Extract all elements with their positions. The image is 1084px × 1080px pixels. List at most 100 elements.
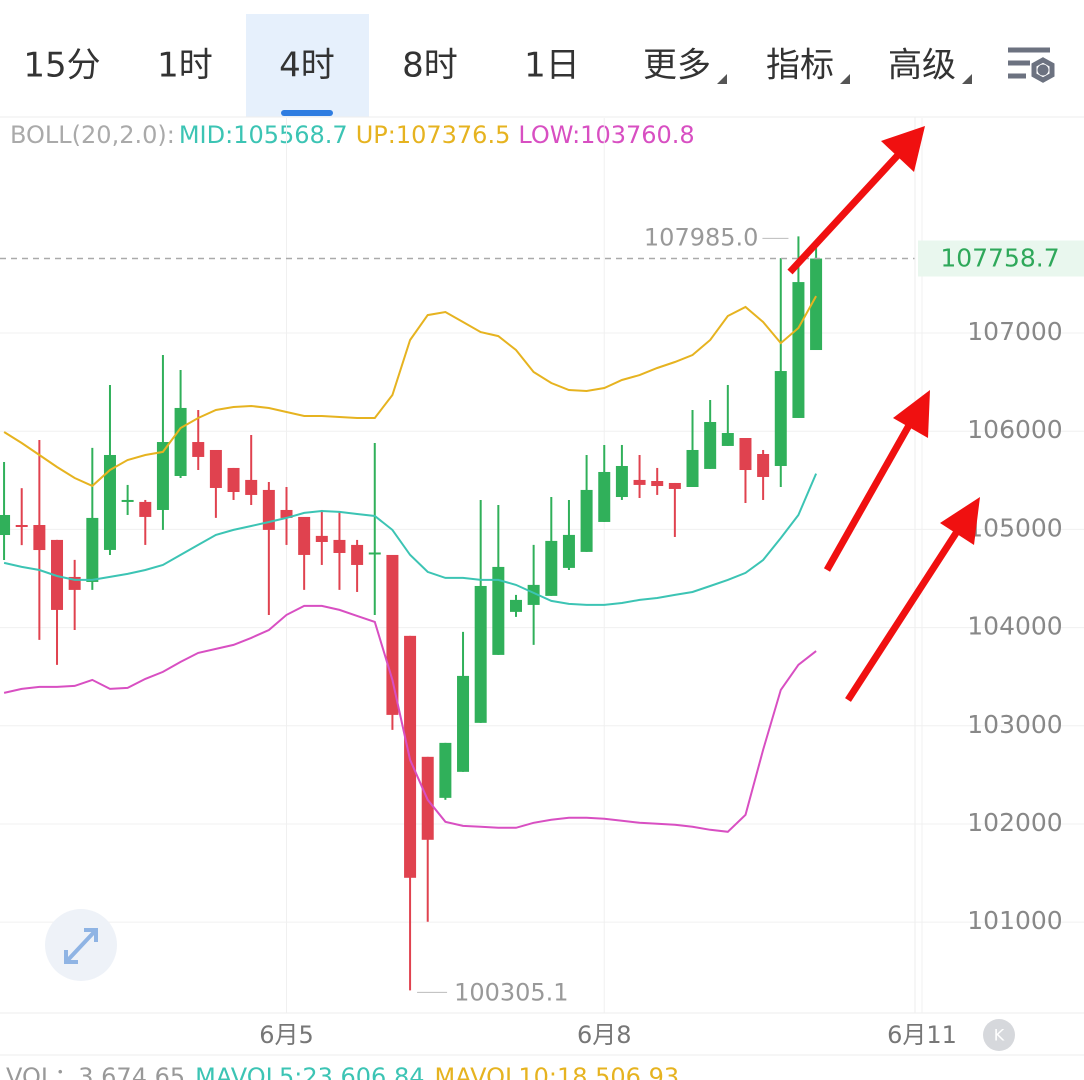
selected-tab-bg [246,14,369,117]
y-tick-label: 107000 [967,317,1062,346]
candle-body [245,479,258,495]
candle [298,516,311,590]
candle-body [439,742,452,798]
legend-name: MID: [179,121,233,149]
candle [721,384,734,446]
candle-body [51,539,64,610]
candle-body [156,442,169,510]
candle-body [33,524,46,551]
legend-value: 105568.7 [233,121,348,149]
plot: 101000 102000 103000 104000 105000 106000 1070… [0,118,1084,1049]
k-button[interactable]: K [983,1019,1015,1051]
candle [33,439,46,640]
candle-body [15,524,28,527]
candle-body [386,554,399,715]
candle-body [192,442,205,457]
candle-body [615,465,628,498]
x-tick-label: 6月5 [259,1021,314,1049]
candle [527,544,540,645]
candle-body [0,514,11,536]
candle-body [757,454,770,477]
candle-body [545,540,558,596]
candle [51,539,64,665]
candle [315,509,328,565]
expand-button[interactable] [45,909,117,981]
candle-body [227,467,240,493]
high-label: 107985.0 [644,223,759,251]
settings-icon[interactable] [1008,47,1055,83]
candle [333,511,346,590]
candle-body [280,509,293,518]
candle-body [333,539,346,553]
boll-line [3,604,817,833]
tab[interactable]: 高级 [888,46,956,86]
candle [227,467,240,500]
candle-body [651,481,664,487]
last-price-label: 107758.7 [940,244,1059,273]
volume-legend: VOL：3,674.65 MAVOL5:23,606.84 MAVOL10:18,5… [6,1063,679,1080]
tab[interactable]: 指标 [766,46,834,86]
volume-item: VOL：3,674.65 [6,1063,185,1080]
candle-body [509,599,522,612]
svg-text:K: K [994,1026,1005,1045]
tab-bar: 15分 1时 4时 8时 1日 更多 指标 高级 [23,46,972,86]
x-tick-label: 6月8 [577,1021,632,1049]
candle-body [810,258,823,351]
candle [457,631,470,772]
candle [386,554,399,730]
candle-body [721,432,734,446]
candle [757,449,770,500]
tab[interactable]: 15分 [23,46,100,86]
candle [633,454,646,498]
legend-name: LOW: [518,121,580,149]
candle [68,559,81,630]
tab[interactable]: 8时 [402,46,458,86]
y-tick-label: 106000 [967,415,1062,444]
candle-body [633,479,646,485]
legend-name: UP: [356,121,396,149]
candle [262,481,275,615]
x-tick-label: 6月11 [887,1021,957,1049]
candle [86,447,99,590]
tab[interactable]: 1时 [157,46,213,86]
last-price-tag [918,240,1084,277]
candle [15,488,28,546]
candle-body [739,438,752,471]
boll-line [3,473,818,606]
candle-body [457,675,470,772]
candle-body [668,482,681,489]
legend-value: 107376.5 [396,121,511,149]
tab[interactable]: 更多 [643,46,711,86]
candle [509,594,522,617]
volume-item: MAVOL5:23,606.84 [195,1063,424,1080]
candle-body [492,566,505,655]
candle-body [86,517,99,582]
candle [739,438,752,504]
selected-tab-underline [281,110,333,116]
candle [562,499,575,570]
candle [245,434,258,505]
candle [810,240,823,351]
candle-body [298,516,311,555]
tab[interactable]: 1日 [524,46,580,86]
candle-body [209,449,222,488]
candle-body [315,535,328,542]
candle-body [580,489,593,552]
candle-body [562,534,575,568]
candle-body [598,471,611,522]
candle [156,355,169,530]
candle [404,635,417,991]
candle-body [686,449,699,487]
candle [545,497,558,596]
indicator-legend: BOLL(20,2.0): MID:105568.7 UP:107376.5 LOW:… [10,121,695,149]
indicator-name: BOLL(20,2.0): [10,121,175,149]
legend-value: 103760.8 [580,121,695,149]
y-tick-label: 101000 [967,906,1062,935]
candle-body [121,499,134,502]
dropdown-caret [962,74,972,84]
candle [474,499,487,723]
tab[interactable]: 4时 [279,46,335,86]
candle-body [792,282,805,418]
candle [209,449,222,518]
